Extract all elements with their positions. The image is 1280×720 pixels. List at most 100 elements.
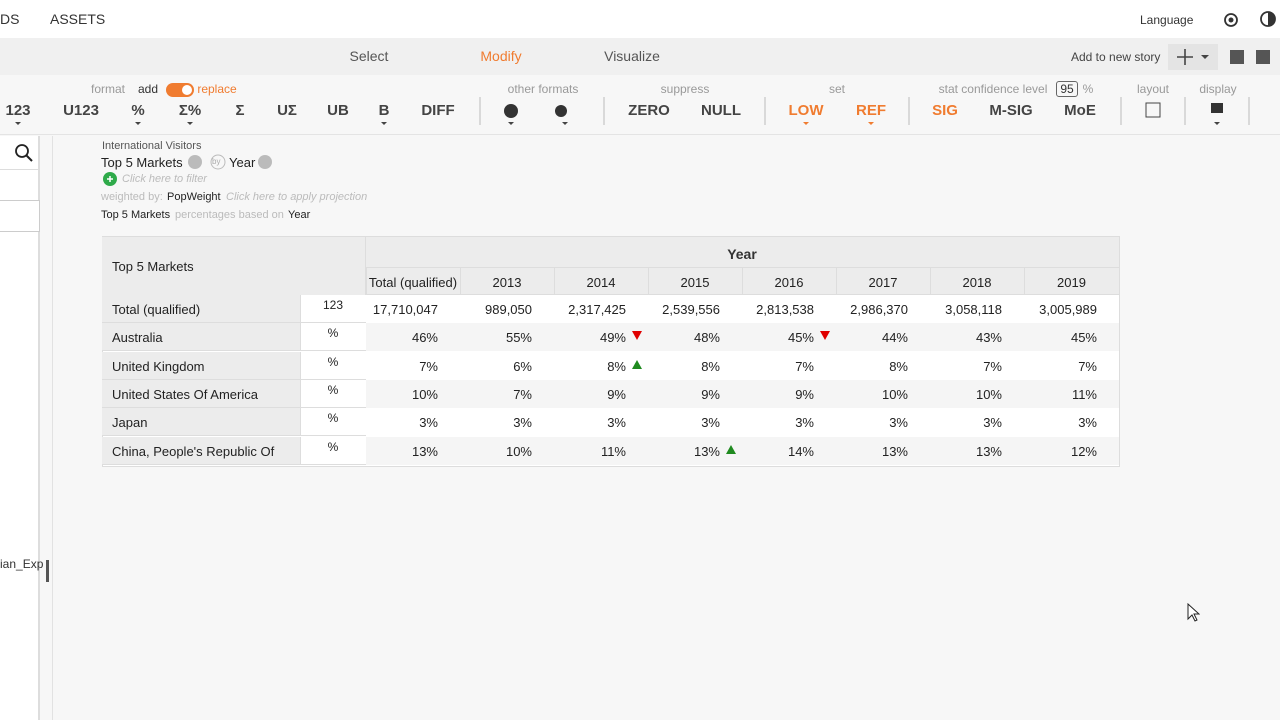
- row-label: United Kingdom: [112, 358, 205, 374]
- column-header-label: 2016: [774, 275, 804, 290]
- toolbar-button[interactable]: SIG: [932, 102, 958, 119]
- column-header: [1024, 268, 1119, 295]
- replace-toggle[interactable]: [166, 83, 194, 97]
- toolbar-button[interactable]: UB: [327, 102, 349, 119]
- query-base-cols: Year: [288, 209, 311, 221]
- toolbar-group-label: set: [828, 82, 846, 96]
- search-icon[interactable]: [14, 143, 34, 163]
- table-cell: 3%: [419, 415, 438, 431]
- toolbar-button[interactable]: REF: [856, 102, 886, 119]
- story-button[interactable]: Add to new story: [1071, 50, 1161, 64]
- row-header: [102, 436, 300, 465]
- sidebar-item[interactable]: ian_Exp: [0, 557, 44, 571]
- sidebar-row: [0, 136, 40, 170]
- table-cell: 8%: [701, 358, 720, 374]
- data-row: [366, 408, 1119, 437]
- toolbar-button[interactable]: NULL: [701, 102, 741, 119]
- confidence-box[interactable]: [1056, 81, 1078, 97]
- stat-cell: [300, 408, 366, 437]
- query-by: by: [212, 157, 221, 166]
- table-cell: 11%: [600, 443, 626, 459]
- toolbar-button[interactable]: ZERO: [628, 102, 670, 119]
- query-columns[interactable]: Year: [229, 155, 256, 170]
- query-base-text: percentages based on: [175, 209, 284, 221]
- table-cell: 3%: [1078, 415, 1097, 431]
- column-header: [742, 268, 836, 295]
- query-projection[interactable]: Click here to apply projection: [226, 191, 368, 203]
- toolbar-button[interactable]: MoE: [1064, 102, 1096, 119]
- query-filter[interactable]: Click here to filter: [122, 173, 207, 185]
- row-label: Total (qualified): [112, 302, 201, 317]
- toolbar-button[interactable]: M-SIG: [989, 102, 1033, 119]
- column-header: [930, 268, 1024, 295]
- row-stat: %: [327, 439, 339, 454]
- table-cell: 45%: [787, 330, 814, 346]
- nav-item[interactable]: DS: [0, 11, 20, 27]
- toolbar-button[interactable]: LOW: [788, 102, 824, 119]
- row-label: China, People's Republic Of: [112, 443, 275, 459]
- query-weight[interactable]: PopWeight: [167, 191, 221, 203]
- table-cell: 3%: [607, 415, 626, 431]
- table-cell: 2,986,370: [850, 302, 908, 317]
- data-row: [366, 295, 1119, 323]
- toolbar-button[interactable]: 123: [5, 102, 31, 119]
- column-header-label: 2019: [1057, 275, 1086, 290]
- column-header-label: 2018: [962, 275, 992, 290]
- tab[interactable]: Modify: [480, 48, 522, 64]
- toolbar-group-label: stat confidence level: [938, 82, 1048, 96]
- toolbar-button[interactable]: Σ: [235, 102, 245, 119]
- tab[interactable]: Visualize: [604, 48, 660, 64]
- story-icons[interactable]: [1168, 44, 1280, 70]
- sidebar-input[interactable]: [0, 200, 40, 232]
- table-cell: 8%: [889, 358, 908, 374]
- column-header: [648, 268, 742, 295]
- content-border: [52, 136, 53, 720]
- toolbar-group-label: add: [137, 82, 159, 96]
- data-row: [366, 351, 1119, 380]
- row-stat: %: [327, 411, 339, 426]
- table-cell: 9%: [607, 386, 626, 402]
- toolbar-icons[interactable]: [0, 95, 1280, 135]
- query-weighted: weighted by:: [101, 191, 163, 203]
- table-cell: 49%: [599, 330, 626, 346]
- column-header: [460, 268, 554, 295]
- query-rows[interactable]: Top 5 Markets: [101, 155, 183, 170]
- toolbar-group-label: suppress: [660, 82, 710, 96]
- column-group: [366, 237, 1119, 268]
- data-row: [366, 379, 1119, 408]
- row-label: United States Of America: [112, 386, 258, 402]
- column-header-label: 2014: [586, 275, 616, 290]
- table-cell: 7%: [795, 358, 814, 374]
- row-stat: %: [327, 326, 339, 341]
- toolbar-button[interactable]: B: [378, 102, 390, 119]
- table-corner: [102, 237, 366, 295]
- table-cell: 44%: [881, 330, 908, 346]
- toolbar-button[interactable]: U123: [63, 102, 99, 119]
- table-cell: 14%: [787, 443, 814, 459]
- row-header: [102, 295, 300, 323]
- toolbar-button[interactable]: Σ%: [178, 102, 202, 119]
- query-icons[interactable]: [100, 152, 280, 188]
- column-header-label: Total (qualified): [368, 275, 458, 290]
- table-cell: 2,539,556: [662, 302, 720, 317]
- table-cell: 10%: [411, 386, 438, 402]
- toolbar-button[interactable]: DIFF: [421, 102, 455, 119]
- language-menu[interactable]: Language: [1140, 13, 1194, 27]
- toolbar-button[interactable]: UΣ: [277, 102, 297, 119]
- header-icons[interactable]: [1220, 9, 1280, 31]
- table-cell: 2,317,425: [568, 302, 626, 317]
- toolbar-group-label: layout: [1136, 82, 1170, 96]
- sidebar-splitter[interactable]: [46, 560, 49, 582]
- column-group-label: Year: [727, 246, 757, 262]
- toolbar-group-label: 95: [1060, 82, 1074, 96]
- significance-arrow: [726, 444, 736, 454]
- table-cell: 46%: [411, 330, 438, 346]
- toolbar-button[interactable]: %: [131, 102, 145, 119]
- top-bar: [0, 0, 1280, 38]
- data-row: [366, 436, 1119, 465]
- nav-item[interactable]: ASSETS: [50, 11, 106, 27]
- tab[interactable]: Select: [349, 48, 389, 64]
- table-cell: 3%: [701, 415, 720, 431]
- table-cell: 13%: [411, 443, 438, 459]
